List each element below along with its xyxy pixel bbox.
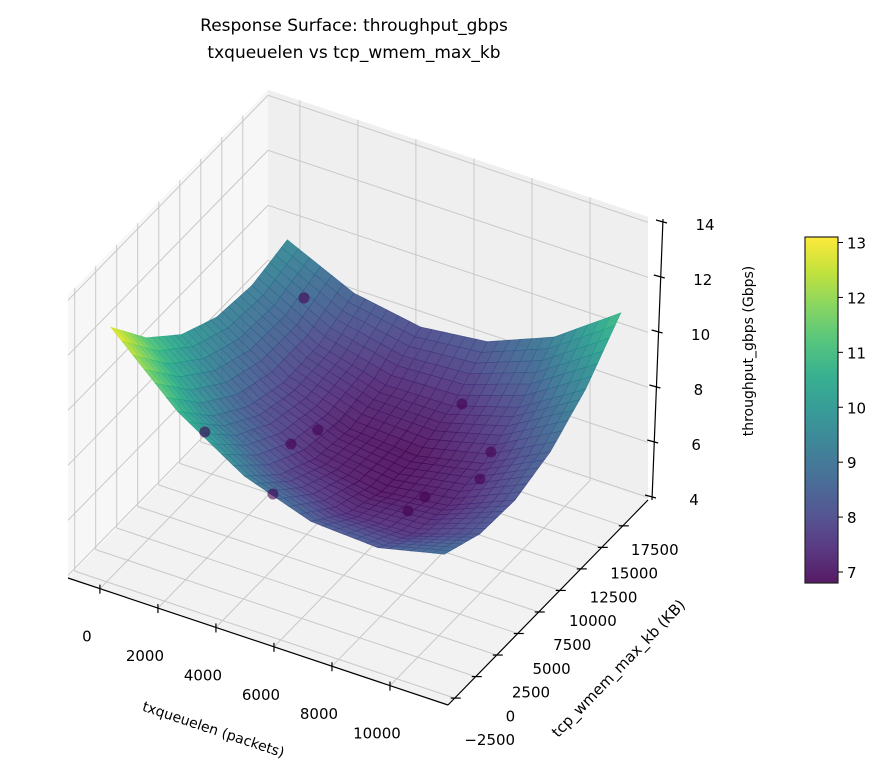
z-tick: [649, 384, 661, 389]
x-tick-label: 10000: [353, 725, 401, 743]
z-gridline: [67, 94, 649, 301]
colorbar-tick-label: 10: [847, 399, 866, 417]
data-point: [298, 292, 310, 304]
chart-title-line-1: Response Surface: throughput_gbps: [200, 16, 508, 36]
y-gridline: [116, 244, 497, 656]
colorbar-tick-label: 11: [847, 344, 866, 362]
x-axis-line: [67, 577, 449, 706]
data-point: [285, 438, 297, 450]
x-tick-label: 0: [82, 628, 92, 646]
z-gridline: [67, 149, 649, 356]
y-axis-line: [447, 499, 649, 706]
x-tick-label: 4000: [184, 666, 222, 684]
z-tick: [651, 329, 663, 334]
z-tick-label: 4: [689, 491, 699, 509]
axes: 0 2000 4000 6000 8000 10000 −2500 0 2500 5000 7500…: [67, 216, 715, 749]
z-tick: [647, 439, 659, 444]
data-point: [402, 505, 414, 517]
z-tick-label: 8: [694, 381, 704, 399]
data-point: [419, 491, 431, 503]
response-surface: [109, 239, 622, 555]
x-axis-label: txqueuelen (packets): [140, 699, 286, 761]
y-tick-label: 17500: [631, 541, 679, 559]
data-point: [267, 488, 279, 500]
y-tick-label: 7500: [553, 636, 591, 654]
y-gridline: [137, 223, 518, 634]
data-point: [312, 424, 324, 436]
y-tick-label: 0: [506, 707, 516, 725]
colorbar-scale: [804, 236, 839, 584]
y-tick-label: 12500: [590, 588, 638, 606]
y-tick-label: 15000: [610, 565, 658, 583]
chart-title-line-2: txqueuelen vs tcp_wmem_max_kb: [207, 43, 500, 63]
data-point: [456, 398, 468, 410]
surface-facet: [432, 549, 452, 555]
y-gridline: [74, 287, 455, 699]
y-tick-label: 5000: [533, 660, 571, 678]
y-tick-label: 10000: [569, 612, 617, 630]
colorbar: 7 8 9 10 11 12 13: [804, 234, 866, 584]
z-tick-label: 14: [695, 216, 714, 234]
colorbar-tick-label: 8: [847, 509, 857, 527]
data-point: [474, 473, 486, 485]
z-tick: [653, 274, 665, 279]
z-axis-line: [651, 218, 664, 501]
x-tick-label: 6000: [242, 686, 280, 704]
colorbar-tick-label: 7: [847, 564, 857, 582]
scatter-points: [199, 292, 497, 517]
y-gridline: [158, 201, 539, 613]
z-tick-label: 10: [691, 326, 710, 344]
x-tick-label: 8000: [300, 705, 338, 723]
x-tick-label: 2000: [126, 647, 164, 665]
left-wall-pane: [68, 89, 268, 579]
z-tick-label: 6: [691, 436, 701, 454]
z-axis-label: throughput_gbps (Gbps): [741, 266, 757, 437]
z-tick: [655, 219, 668, 224]
y-tick-label: 2500: [512, 684, 550, 702]
data-point: [485, 446, 497, 458]
colorbar-tick-label: 12: [847, 289, 866, 307]
colorbar-tick-label: 13: [847, 234, 866, 252]
y-tick-label: −2500: [464, 731, 515, 749]
y-gridline: [95, 266, 476, 678]
z-tick: [644, 494, 657, 499]
colorbar-tick-label: 9: [847, 454, 857, 472]
x-gridline: [389, 197, 591, 686]
data-point: [199, 426, 211, 438]
z-tick-label: 12: [693, 271, 712, 289]
